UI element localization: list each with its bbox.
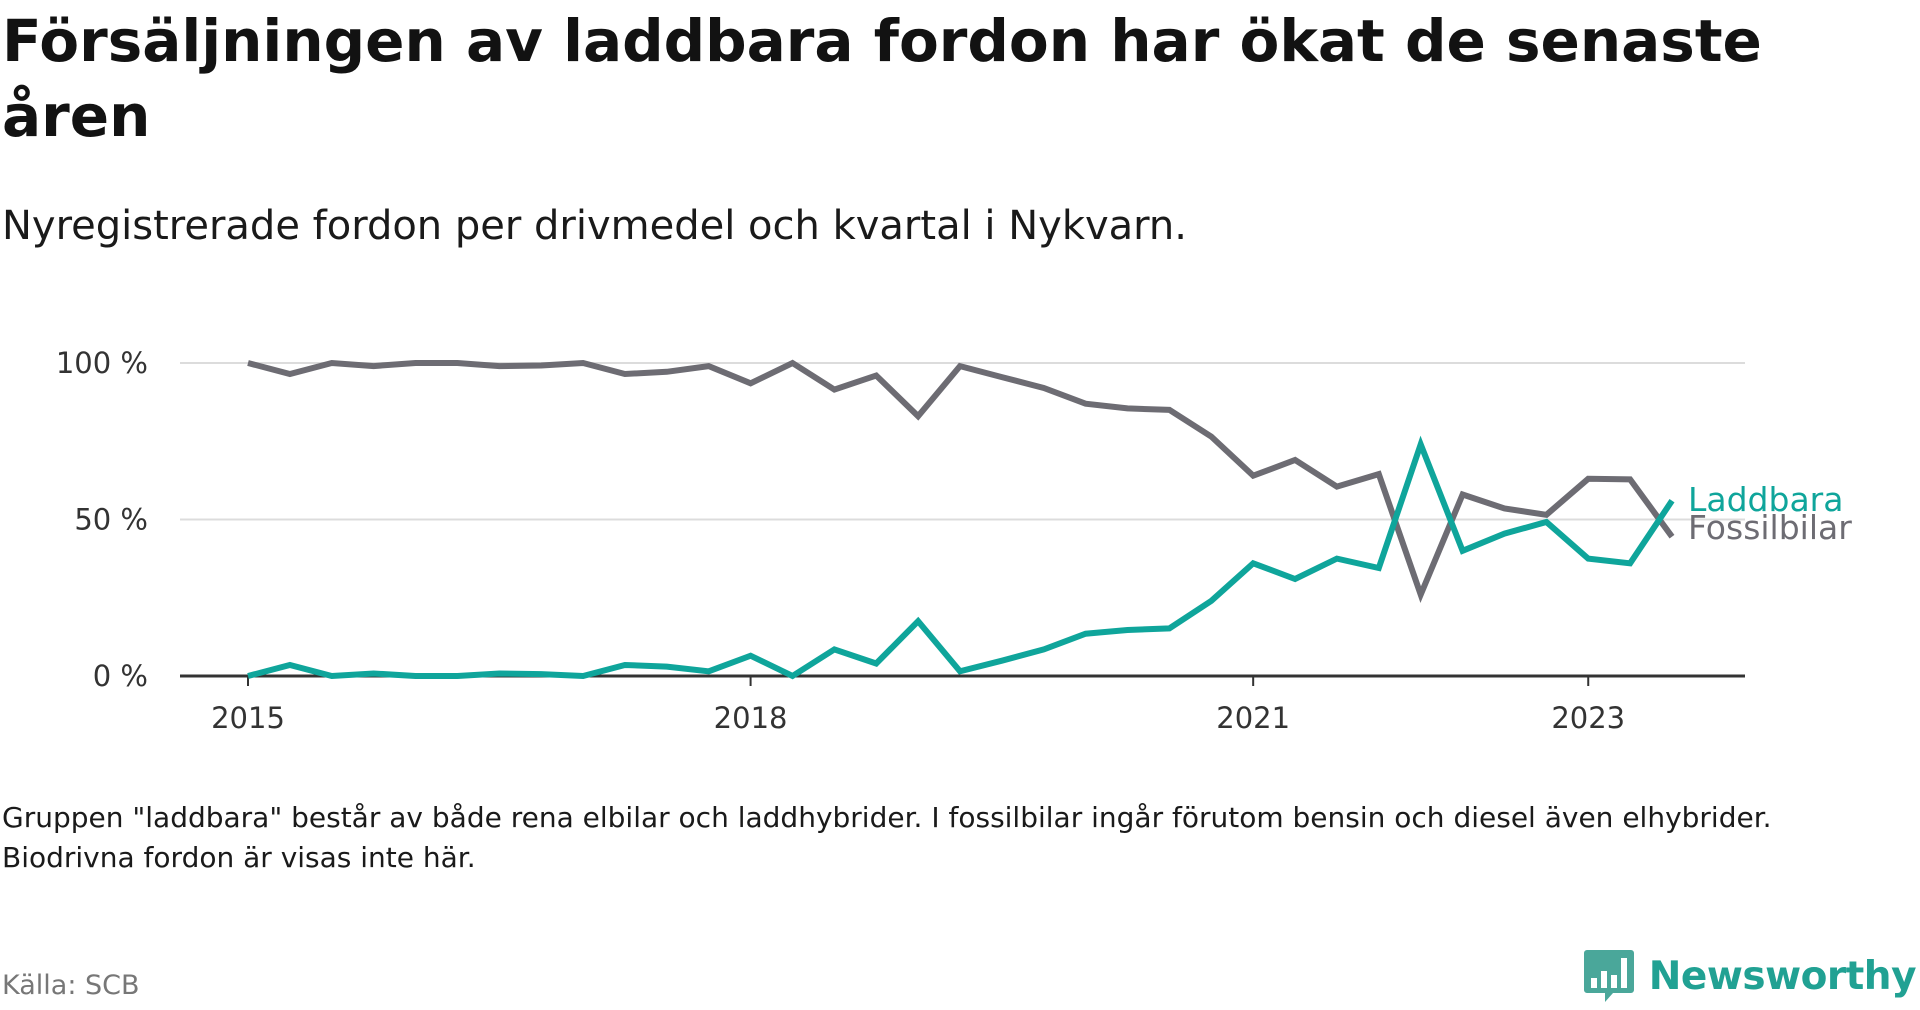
y-tick-label: 50 %: [74, 503, 148, 537]
newsworthy-logo-icon: [1583, 950, 1634, 1002]
x-tick-label: 2018: [714, 701, 788, 735]
source-credit: Källa: SCB: [2, 970, 140, 1001]
brand: Newsworthy: [1583, 948, 1917, 1004]
x-tick-label: 2023: [1551, 701, 1625, 735]
series: [247, 359, 1675, 680]
brand-name: Newsworthy: [1648, 953, 1917, 999]
series-label-fossilbilar: Fossilbilar: [1688, 508, 1852, 547]
y-tick-label: 100 %: [56, 346, 148, 380]
chart-note: Gruppen "laddbara" består av både rena e…: [2, 801, 1772, 874]
y-tick-label: 0 %: [93, 659, 148, 693]
chart-title: Försäljningen av laddbara fordon har öka…: [2, 7, 1762, 150]
series-line-fossilbilar: [247, 359, 1675, 603]
series-label-laddbara: Laddbara: [1688, 480, 1843, 519]
gridlines: [180, 362, 1745, 521]
series-line-laddbara: [247, 435, 1675, 680]
line-chart: 0 % 50 % 100 % 2015 2018 2021 2023 LaddbaraFos…: [56, 346, 1852, 735]
chart-subtitle: Nyregistrerade fordon per drivmedel och …: [2, 203, 1187, 249]
x-tick-label: 2015: [211, 701, 285, 735]
x-tick-label: 2021: [1216, 701, 1290, 735]
